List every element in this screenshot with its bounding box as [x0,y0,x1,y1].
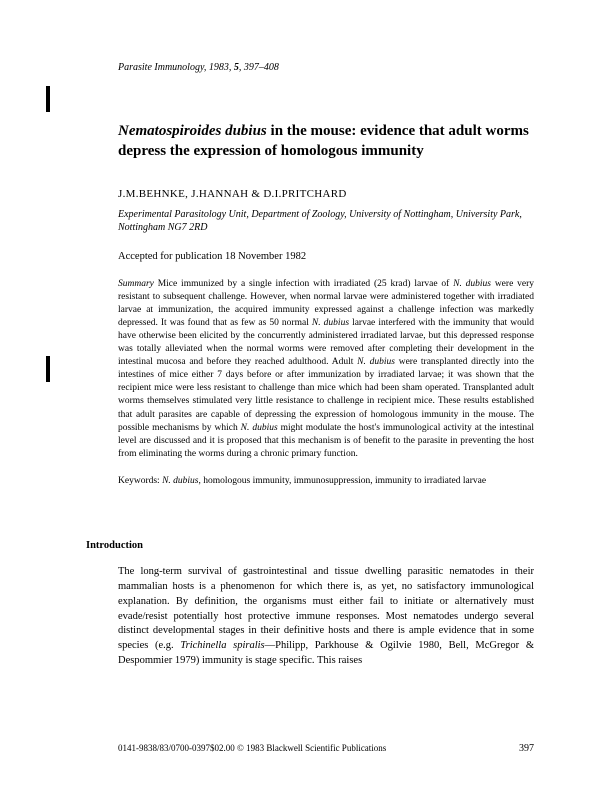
summary-sp1: N. dubius [453,279,491,289]
journal-pages: 397–408 [244,62,279,73]
summary-t4: were transplanted directly into the inte… [118,357,534,433]
title-species: Nematospiroides dubius [118,123,267,139]
page-footer: 0141-9838/83/0700-0397$02.00 © 1983 Blac… [118,743,534,754]
summary-sp2: N. dubius [312,318,349,328]
section-heading: Introduction [86,540,534,551]
intro-paragraph: The long-term survival of gastrointestin… [118,565,534,669]
page-number: 397 [519,743,534,754]
intro-species: Trichinella spiralis [180,640,264,651]
keywords-label: Keywords: [118,476,162,486]
article-title: Nematospiroides dubius in the mouse: evi… [118,121,534,162]
journal-name: Parasite Immunology [118,62,204,73]
keywords-rest: , homologous immunity, immunosuppression… [199,476,487,486]
intro-t1: The long-term survival of gastrointestin… [118,566,534,652]
keywords-species: N. dubius [162,476,198,486]
journal-year: 1983 [209,62,229,73]
authors: J.M.BEHNKE, J.HANNAH & D.I.PRITCHARD [118,188,534,200]
accepted-date: Accepted for publication 18 November 198… [118,251,534,262]
copyright-line: 0141-9838/83/0700-0397$02.00 © 1983 Blac… [118,743,386,754]
summary-label: Summary [118,279,154,289]
page-content: Parasite Immunology, 1983, 5, 397–408 Ne… [0,0,612,709]
summary-t1: Mice immunized by a single infection wit… [154,279,453,289]
journal-reference: Parasite Immunology, 1983, 5, 397–408 [118,62,534,73]
affiliation: Experimental Parasitology Unit, Departme… [118,208,534,235]
summary-block: Summary Mice immunized by a single infec… [118,278,534,462]
summary-sp4: N. dubius [241,423,278,433]
summary-sp3: N. dubius [357,357,395,367]
keywords-block: Keywords: N. dubius, homologous immunity… [118,475,534,488]
journal-volume: 5 [234,62,239,73]
